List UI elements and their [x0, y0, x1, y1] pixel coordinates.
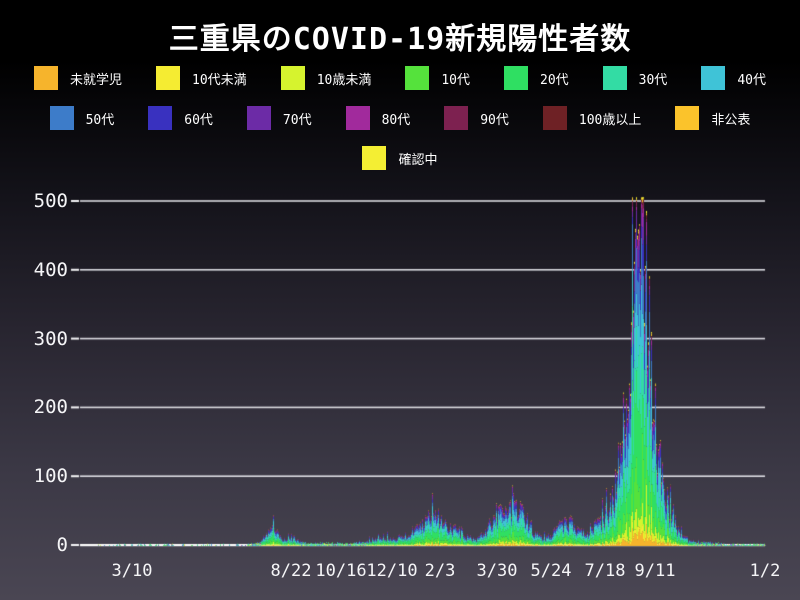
- x-axis-tick-label: 12/10: [366, 561, 418, 581]
- legend-color-swatch: [49, 106, 74, 130]
- legend-color-swatch: [148, 106, 173, 130]
- legend-color-swatch: [542, 106, 567, 130]
- legend-color-swatch: [34, 66, 59, 90]
- legend-row: 未就学児 10代未満 10歳未満 10代 20代 30代 40代: [0, 64, 800, 92]
- legend-color-swatch: [405, 66, 430, 90]
- legend-label: 60代: [184, 112, 213, 128]
- y-axis-tick-label: 500: [33, 190, 68, 212]
- y-axis-tick-label: 300: [33, 327, 68, 350]
- legend-label: 10代未満: [192, 72, 247, 88]
- x-axis-tick-label: 7/18: [584, 561, 626, 581]
- x-axis-tick-label: 5/24: [530, 561, 572, 581]
- legend-label: 確認中: [398, 152, 438, 168]
- legend-label: 未就学児: [70, 72, 123, 88]
- legend-item: 40代: [701, 66, 766, 90]
- legend-row: 50代 60代 70代 80代 90代 100歳以上 非公表: [0, 104, 800, 132]
- legend-item: 20代: [504, 66, 569, 90]
- legend-item: 未就学児: [34, 66, 122, 90]
- legend-label: 10代: [441, 72, 470, 88]
- legend-item: 90代: [444, 106, 509, 130]
- legend-item: 100歳以上: [542, 106, 642, 130]
- legend-item: 10代未満: [156, 66, 247, 90]
- x-axis-tick-label: 2/3: [424, 561, 456, 581]
- legend-label: 30代: [638, 72, 668, 88]
- legend-item: 10歳未満: [280, 66, 372, 90]
- y-axis-tick-label: 200: [33, 396, 68, 419]
- x-axis-tick-label: 10/16: [315, 561, 367, 581]
- chart-legend: 未就学児 10代未満 10歳未満 10代 20代 30代 40代 50代 60代 70代 80代 90…: [0, 64, 800, 184]
- legend-item: 70代: [246, 106, 312, 130]
- legend-item: 10代: [405, 66, 470, 90]
- legend-item: 非公表: [675, 106, 750, 130]
- legend-label: 80代: [381, 112, 411, 128]
- chart-title: 三重県のCOVID-19新規陽性者数: [168, 22, 632, 57]
- legend-label: 20代: [540, 72, 569, 88]
- x-axis-tick-label: 8/22: [270, 561, 312, 581]
- legend-color-swatch: [246, 106, 271, 130]
- legend-color-swatch: [362, 146, 387, 170]
- legend-row: 確認中: [0, 144, 800, 172]
- legend-label: 10歳未満: [316, 72, 372, 88]
- legend-label: 90代: [480, 112, 509, 128]
- legend-color-swatch: [602, 66, 627, 90]
- legend-color-swatch: [345, 106, 370, 130]
- legend-color-swatch: [156, 66, 181, 90]
- x-axis-tick-label: 9/11: [634, 561, 676, 581]
- legend-color-swatch: [444, 106, 469, 130]
- legend-color-swatch: [280, 66, 305, 90]
- legend-color-swatch: [675, 106, 700, 130]
- x-axis-tick-label: 1/2: [749, 561, 781, 581]
- x-axis-tick-label: 3/30: [476, 561, 518, 581]
- legend-item: 50代: [49, 106, 115, 130]
- x-axis-tick-label: 3/10: [111, 561, 153, 581]
- y-axis-tick-label: 0: [56, 534, 68, 556]
- legend-label: 70代: [282, 112, 312, 128]
- legend-label: 50代: [85, 112, 115, 128]
- plot-area: [0, 190, 800, 600]
- legend-item: 80代: [345, 106, 411, 130]
- legend-color-swatch: [504, 66, 528, 90]
- y-axis-tick-label: 400: [33, 258, 68, 281]
- legend-label: 40代: [737, 72, 766, 88]
- legend-item: 確認中: [362, 146, 438, 170]
- legend-label: 100歳以上: [578, 112, 642, 128]
- legend-item: 30代: [602, 66, 668, 90]
- legend-color-swatch: [701, 66, 726, 90]
- legend-item: 60代: [148, 106, 213, 130]
- legend-label: 非公表: [711, 112, 751, 128]
- y-axis-tick-label: 100: [33, 465, 68, 488]
